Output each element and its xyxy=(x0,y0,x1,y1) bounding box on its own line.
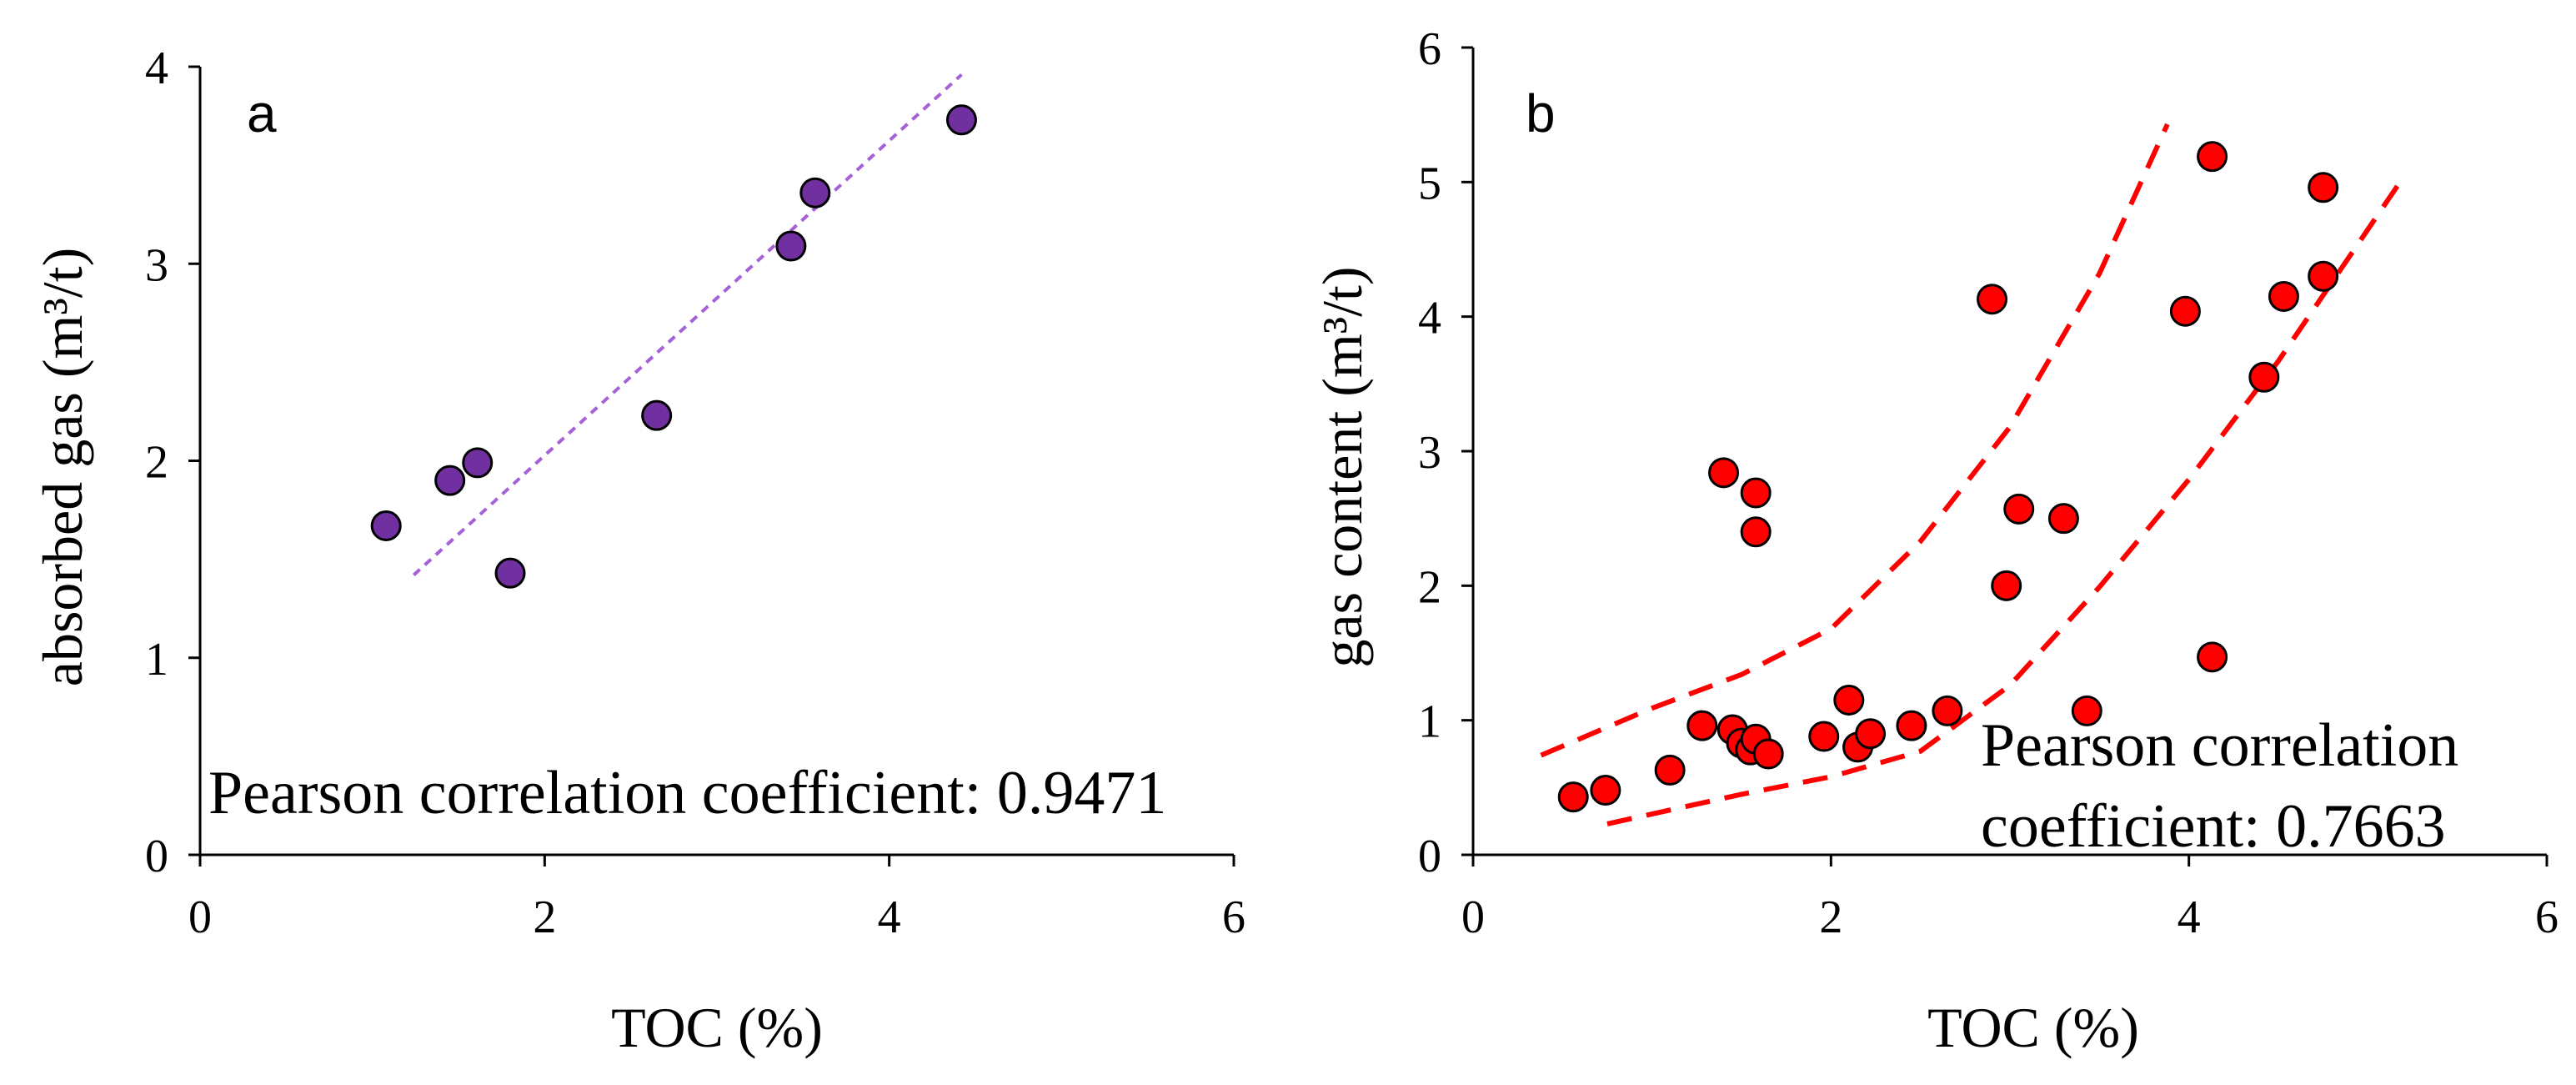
panel-b-points xyxy=(1557,141,2339,813)
panel-b-data-point xyxy=(2308,260,2339,292)
panel-b-data-point xyxy=(2003,493,2035,525)
panel-b-data-point xyxy=(1991,570,2022,601)
panel-b-data-point xyxy=(1808,721,1840,752)
panel-b-data-point xyxy=(2248,361,2280,393)
panel-a-x-tick-label: 6 xyxy=(1222,892,1245,943)
panel-b-data-point xyxy=(2197,141,2228,173)
panel-b-data-point xyxy=(1557,781,1589,813)
panel-b-x-tick-label: 6 xyxy=(2535,892,2558,943)
panel-a-y-axis-label: absorbed gas (m³/t) xyxy=(31,248,94,686)
panel-b-gas-content-chart: 0 2 4 6 0 1 2 3 4 5 6 b Pearson correlation coeffi… xyxy=(1311,23,2558,1059)
panel-b-data-point xyxy=(2047,503,2079,535)
panel-a-data-point xyxy=(370,510,402,541)
panel-b-data-point xyxy=(1686,710,1718,741)
panel-a-y-tick-label: 1 xyxy=(145,634,168,686)
panel-b-y-tick-label: 6 xyxy=(1418,23,1441,75)
panel-b-y-tick-label: 3 xyxy=(1418,427,1441,479)
panel-a-data-point xyxy=(641,399,673,431)
panel-a-x-tick-label: 2 xyxy=(533,892,556,943)
panel-b-data-point xyxy=(1654,754,1686,786)
panel-a-data-point xyxy=(799,177,831,208)
panel-b-pearson-annotation-line1: Pearson correlation xyxy=(1981,711,2458,780)
panel-b-letter: b xyxy=(1526,83,1556,143)
panel-b-y-tick-label: 0 xyxy=(1418,831,1441,882)
panel-b-x-axis-label: TOC (%) xyxy=(1927,996,2139,1059)
panel-b-data-point xyxy=(1977,284,2008,315)
panel-a-pearson-annotation: Pearson correlation coefficient: 0.9471 xyxy=(208,759,1166,827)
panel-b-envelope-lower xyxy=(1606,180,2403,826)
panel-b-x-tick-label: 0 xyxy=(1461,892,1485,943)
panel-b-data-point xyxy=(1855,718,1887,750)
panel-b-data-point xyxy=(1752,738,1784,770)
panel-a-data-point xyxy=(945,104,977,136)
panel-a-y-tick-label: 2 xyxy=(145,437,168,489)
panel-b-data-point xyxy=(1740,516,1772,548)
panel-b-data-point xyxy=(2308,172,2339,203)
panel-b-data-point xyxy=(2197,641,2228,673)
panel-b-data-point xyxy=(1708,457,1740,489)
panel-b-data-point xyxy=(2268,280,2299,312)
panel-b-y-tick-label: 1 xyxy=(1418,696,1441,748)
panel-b-x-tick-label: 4 xyxy=(2178,892,2201,943)
panel-a-trendline-line xyxy=(412,73,963,577)
panel-a-x-axis-label: TOC (%) xyxy=(611,996,823,1059)
panel-b-data-point xyxy=(1896,710,1927,741)
panel-a-data-point xyxy=(775,230,807,262)
panel-b-y-tick-label: 5 xyxy=(1418,158,1441,209)
panel-a-data-point xyxy=(462,447,494,479)
panel-a-y-tick-label: 0 xyxy=(145,831,168,882)
panel-a-x-tick-label: 4 xyxy=(878,892,901,943)
panel-b-x-tick-label: 2 xyxy=(1819,892,1842,943)
panel-a-absorbed-gas-chart: 0 2 4 6 0 1 2 3 4 a Pearson correlation coeffici… xyxy=(31,43,1245,1059)
panel-a-data-point xyxy=(494,557,526,589)
panel-a-y-tick-label: 3 xyxy=(145,239,168,291)
panel-b-pearson-annotation-line2: coefficient: 0.7663 xyxy=(1981,792,2446,861)
panel-b-envelope-upper xyxy=(1540,123,2170,758)
panel-a-data-point xyxy=(434,465,466,496)
panel-b-data-point xyxy=(2071,695,2102,726)
panel-b-data-point xyxy=(1740,477,1772,509)
panel-a-axes: 0 2 4 6 0 1 2 3 4 xyxy=(145,43,1245,943)
panel-b-y-tick-label: 4 xyxy=(1418,293,1441,344)
panel-b-envelope xyxy=(1540,123,2403,826)
panel-b-axes: 0 2 4 6 0 1 2 3 4 5 6 xyxy=(1418,23,2558,943)
panel-a-letter: a xyxy=(247,83,277,143)
panel-a-trendline xyxy=(412,73,963,577)
panel-b-data-point xyxy=(1932,695,1963,726)
panel-b-data-point xyxy=(1833,684,1865,716)
panel-b-y-axis-label: gas content (m³/t) xyxy=(1311,266,1374,667)
panel-b-data-point xyxy=(2169,295,2201,327)
panel-a-x-tick-label: 0 xyxy=(188,892,212,943)
panel-b-y-tick-label: 2 xyxy=(1418,561,1441,613)
panel-b-data-point xyxy=(1590,775,1621,806)
panel-a-points xyxy=(370,104,977,589)
panel-a-y-tick-label: 4 xyxy=(145,43,168,94)
